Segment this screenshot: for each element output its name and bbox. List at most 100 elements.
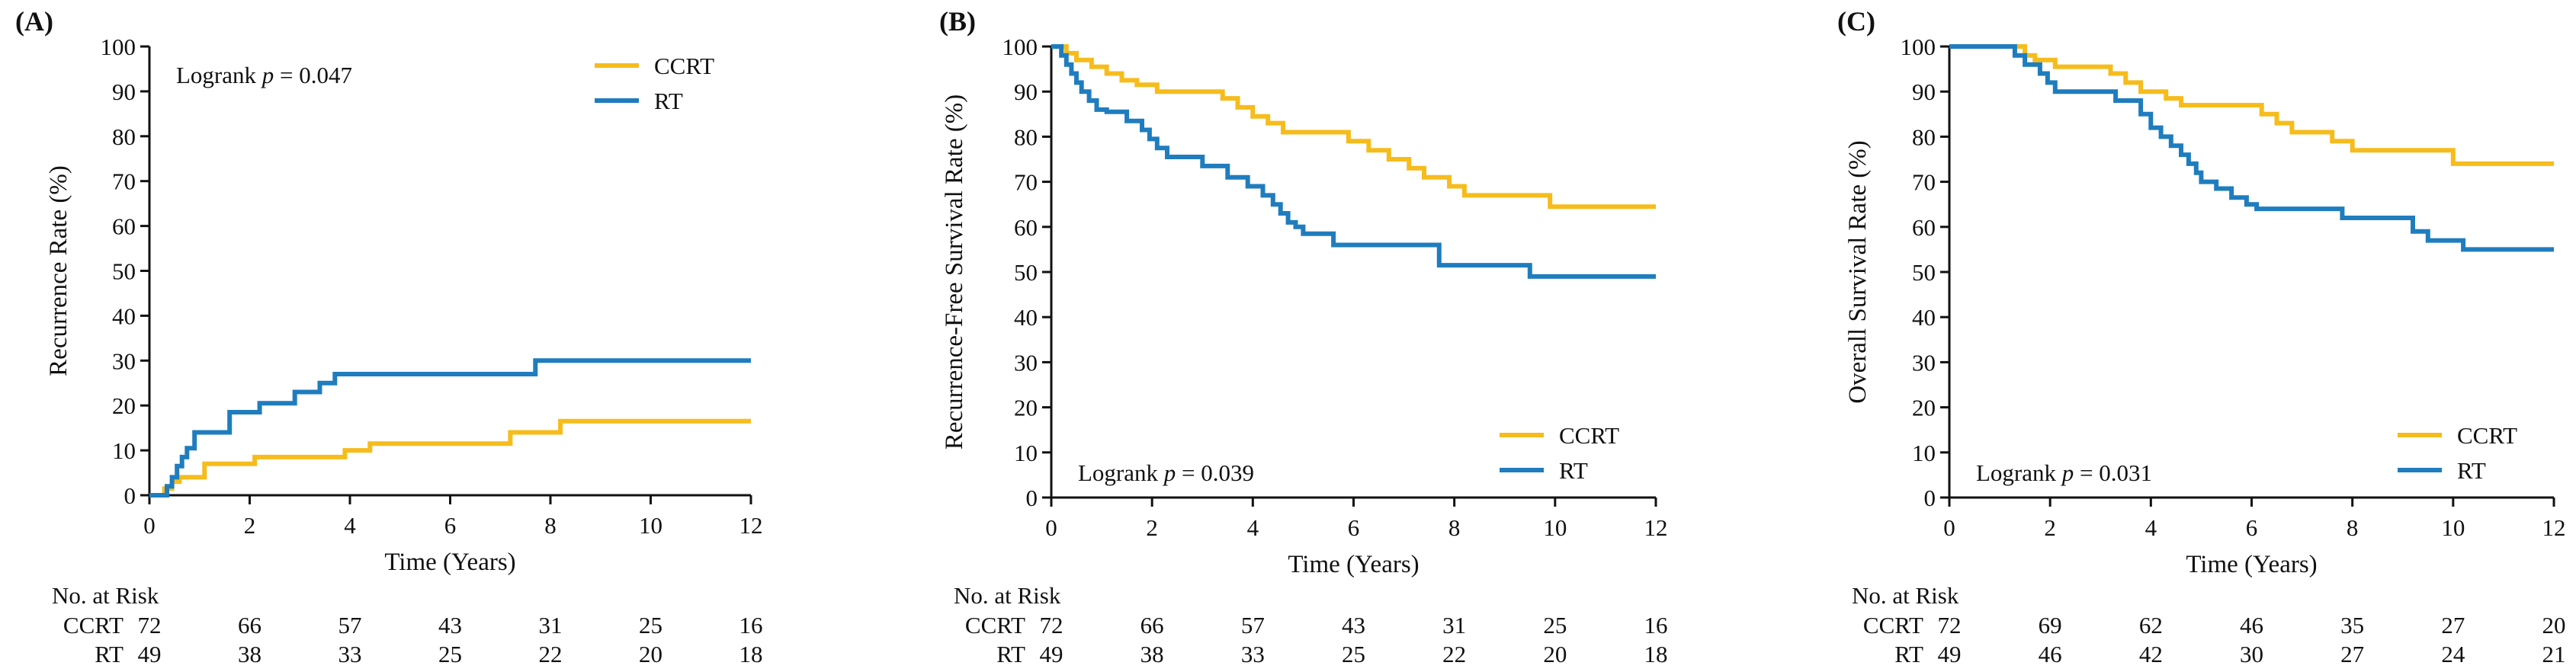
- x-tick-label: 10: [639, 512, 662, 539]
- risk-count: 57: [338, 612, 362, 638]
- risk-count: 25: [1342, 641, 1365, 667]
- y-tick-label: 0: [124, 482, 136, 509]
- y-tick-label: 70: [1014, 169, 1038, 196]
- logrank-prefix: Logrank: [1976, 459, 2062, 486]
- risk-count: 57: [1241, 612, 1265, 638]
- y-tick-label: 50: [1014, 259, 1038, 286]
- x-tick-label: 10: [2441, 514, 2465, 541]
- x-axis-label: Time (Years): [384, 549, 515, 576]
- logrank-annotation: Logrank p = 0.031: [1976, 459, 2152, 486]
- risk-count: 18: [739, 641, 763, 667]
- legend-label-ccrt: CCRT: [2457, 422, 2517, 449]
- logrank-p: p: [2061, 459, 2074, 486]
- risk-table-title: No. at Risk: [52, 582, 159, 609]
- risk-count: 49: [1938, 641, 1962, 667]
- risk-count: 33: [1241, 641, 1265, 667]
- y-tick-label: 90: [1912, 78, 1936, 105]
- risk-count: 21: [2542, 641, 2566, 667]
- x-tick-label: 2: [244, 512, 256, 539]
- risk-row-label-rt: RT: [996, 641, 1025, 667]
- risk-row-label-rt: RT: [95, 641, 124, 667]
- series-line-ccrt: [1949, 44, 2554, 166]
- x-tick-label: 6: [1348, 514, 1360, 541]
- x-axis-label: Time (Years): [2186, 551, 2317, 578]
- y-tick-label: 10: [1014, 440, 1038, 466]
- y-tick-label: 30: [112, 347, 136, 374]
- risk-count: 20: [639, 641, 662, 667]
- logrank-value: = 0.039: [1176, 459, 1254, 486]
- y-tick-label: 10: [1912, 440, 1936, 466]
- logrank-prefix: Logrank: [176, 62, 262, 88]
- x-tick-label: 6: [444, 512, 457, 539]
- y-tick-label: 80: [1014, 123, 1038, 150]
- risk-row-label-rt: RT: [1894, 641, 1923, 667]
- risk-count: 49: [1040, 641, 1063, 667]
- x-tick-label: 0: [143, 512, 156, 539]
- y-tick-label: 100: [101, 34, 136, 60]
- risk-count: 31: [1442, 612, 1466, 638]
- y-tick-label: 70: [1912, 169, 1936, 196]
- x-tick-label: 6: [2246, 514, 2258, 541]
- y-tick-label: 20: [1912, 395, 1936, 421]
- y-tick-label: 60: [1912, 214, 1936, 241]
- legend-label-rt: RT: [654, 88, 683, 114]
- series-line-rt: [1949, 44, 2554, 252]
- series-line-rt: [1051, 44, 1656, 279]
- risk-count: 62: [2139, 612, 2163, 638]
- series-line-ccrt: [1051, 44, 1656, 210]
- legend-label-ccrt: CCRT: [654, 53, 714, 79]
- risk-row-label-ccrt: CCRT: [1863, 612, 1923, 638]
- y-tick-label: 70: [112, 168, 136, 195]
- risk-count: 46: [2240, 612, 2263, 638]
- risk-count: 66: [238, 612, 261, 638]
- risk-count: 31: [539, 612, 563, 638]
- risk-count: 25: [1543, 612, 1567, 638]
- logrank-value: = 0.047: [274, 62, 352, 88]
- risk-count: 16: [1644, 612, 1668, 638]
- y-axis-label: Overall Survival Rate (%): [1844, 140, 1872, 403]
- x-tick-label: 4: [344, 512, 356, 539]
- logrank-p: p: [1163, 459, 1176, 486]
- series-line-ccrt: [149, 418, 751, 498]
- risk-count: 27: [2441, 612, 2465, 638]
- y-axis-label: Recurrence-Free Survival Rate (%): [941, 94, 968, 450]
- y-tick-label: 0: [1924, 485, 1936, 511]
- risk-count: 46: [2039, 641, 2062, 667]
- y-tick-label: 50: [112, 258, 136, 285]
- x-tick-label: 8: [1448, 514, 1461, 541]
- logrank-value: = 0.031: [2074, 459, 2152, 486]
- y-tick-label: 40: [112, 302, 136, 329]
- y-tick-label: 10: [112, 437, 136, 464]
- x-tick-label: 0: [1045, 514, 1057, 541]
- risk-count: 18: [1644, 641, 1668, 667]
- risk-count: 22: [539, 641, 563, 667]
- panel-label: (B): [939, 6, 976, 37]
- risk-count: 38: [238, 641, 261, 667]
- x-tick-label: 12: [1644, 514, 1668, 541]
- y-tick-label: 50: [1912, 259, 1936, 286]
- panel-label: (A): [15, 6, 53, 37]
- legend-label-ccrt: CCRT: [1559, 422, 1619, 449]
- risk-count: 42: [2139, 641, 2163, 667]
- y-tick-label: 60: [1014, 214, 1038, 241]
- y-tick-label: 90: [112, 78, 136, 105]
- risk-count: 16: [739, 612, 763, 638]
- risk-count: 49: [138, 641, 162, 667]
- risk-count: 43: [1342, 612, 1365, 638]
- x-tick-label: 8: [2347, 514, 2359, 541]
- x-tick-label: 0: [1943, 514, 1955, 541]
- y-tick-label: 0: [1026, 485, 1038, 511]
- logrank-annotation: Logrank p = 0.047: [176, 62, 352, 88]
- y-tick-label: 20: [1014, 395, 1038, 421]
- panel-a: (A) 0 10 20 30 40 50 60 70 80 90 100 0 2 4 6 8 10 12 Time (…: [15, 6, 763, 667]
- legend-label-rt: RT: [2457, 457, 2486, 484]
- panel-b: (B) 0 10 20 30 40 50 60 70 80 90 100 0 2 4 6 8 10 12 Time (…: [939, 6, 1668, 667]
- y-tick-label: 30: [1912, 349, 1936, 376]
- y-tick-label: 80: [1912, 123, 1936, 150]
- x-tick-label: 2: [2044, 514, 2056, 541]
- risk-count: 25: [438, 641, 462, 667]
- risk-count: 72: [138, 612, 162, 638]
- series-line-rt: [149, 358, 751, 498]
- logrank-annotation: Logrank p = 0.039: [1078, 459, 1254, 486]
